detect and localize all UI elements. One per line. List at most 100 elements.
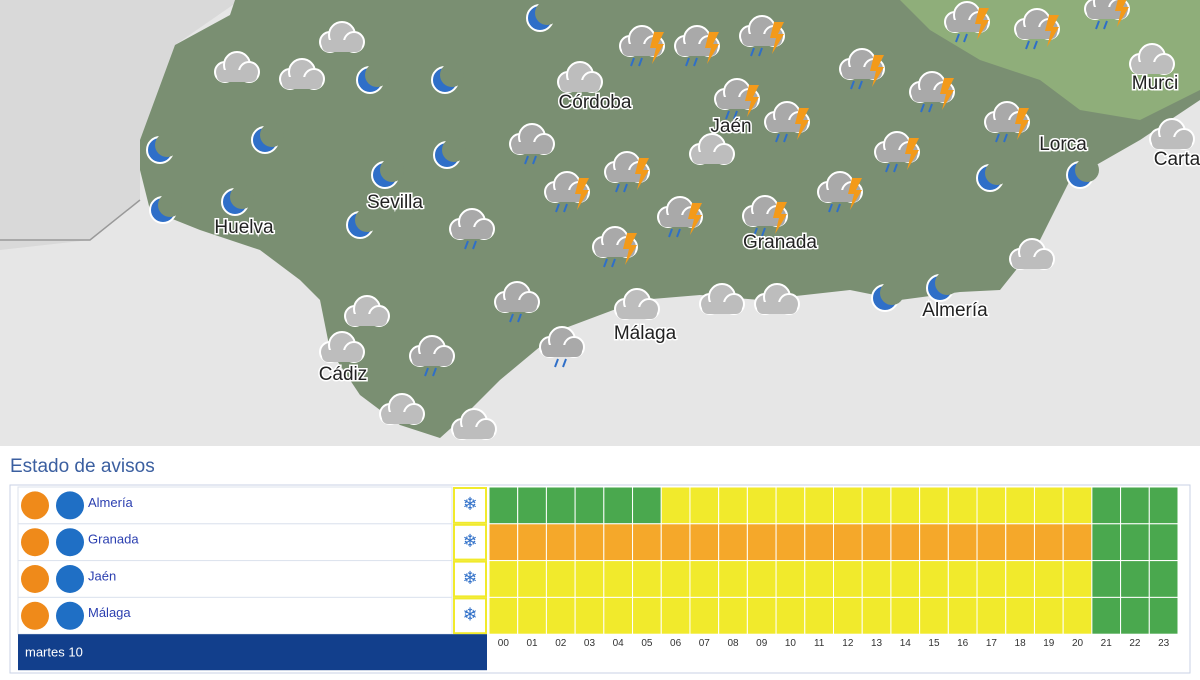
warning-cell xyxy=(1091,596,1122,635)
rain xyxy=(668,228,673,238)
rain xyxy=(836,203,841,213)
weather-icon xyxy=(592,226,638,268)
hour-label: 13 xyxy=(871,638,883,649)
rain xyxy=(1095,20,1100,30)
weather-icon xyxy=(509,123,555,165)
warning-cell xyxy=(632,523,662,562)
warning-cell xyxy=(689,523,720,562)
cloud-base xyxy=(757,302,797,314)
cloud-base xyxy=(454,427,494,439)
rain xyxy=(928,103,933,113)
panel-title: Estado de avisos xyxy=(10,456,155,477)
rain xyxy=(623,183,628,193)
cloud-base xyxy=(282,77,322,89)
warning-cell xyxy=(947,486,978,525)
rss-blue[interactable] xyxy=(56,565,84,593)
province-name[interactable]: Almería xyxy=(88,495,134,510)
weather-icon xyxy=(319,331,365,363)
province-name[interactable]: Granada xyxy=(88,532,139,547)
warning-cell xyxy=(1148,486,1179,525)
rss-blue[interactable] xyxy=(56,528,84,557)
cloud-base xyxy=(1132,62,1172,74)
hour-label: 07 xyxy=(699,638,711,649)
city-label: Jaén xyxy=(710,116,751,137)
warning-cell xyxy=(804,560,835,598)
rain xyxy=(758,47,763,57)
province-name[interactable]: Málaga xyxy=(88,605,131,620)
bolt xyxy=(623,233,637,265)
weather-icon xyxy=(356,63,389,94)
warning-cell xyxy=(574,523,605,562)
warning-cell xyxy=(574,596,605,635)
warning-cell xyxy=(947,596,978,635)
hour-label: 11 xyxy=(814,638,825,649)
weather-icon xyxy=(944,1,990,43)
bolt xyxy=(770,22,784,54)
warning-cell xyxy=(1033,486,1064,525)
weather-icon xyxy=(149,193,182,224)
moon-cut xyxy=(380,158,404,182)
bolt xyxy=(705,32,719,64)
warning-cell xyxy=(517,486,547,525)
warning-cell xyxy=(833,560,863,598)
rain xyxy=(685,57,690,67)
rss-orange[interactable] xyxy=(21,491,49,520)
bolt xyxy=(773,202,787,234)
rss-blue[interactable] xyxy=(56,491,84,520)
weather-icon xyxy=(689,133,735,165)
weather-icon xyxy=(1014,8,1060,50)
rss-orange[interactable] xyxy=(21,601,49,630)
row-bg xyxy=(17,560,453,598)
weather-icon xyxy=(984,101,1030,143)
warning-cell xyxy=(976,486,1007,525)
warning-cell xyxy=(890,523,921,562)
hour-label: 19 xyxy=(1043,638,1055,649)
warning-cell xyxy=(1005,596,1035,635)
cloud-base xyxy=(1012,257,1052,269)
city-label: Carta xyxy=(1154,149,1200,170)
warning-cell xyxy=(517,523,547,562)
weather-icon xyxy=(451,408,497,440)
weather-icon xyxy=(539,326,585,368)
weather-icon xyxy=(657,196,703,238)
weather-icon xyxy=(346,208,379,239)
rss-blue[interactable] xyxy=(56,601,84,630)
warning-cell xyxy=(746,560,777,598)
weather-icon xyxy=(764,101,810,143)
cloud-base xyxy=(382,412,422,424)
moon-cut xyxy=(158,193,182,217)
weather-icon xyxy=(544,171,590,213)
rss-orange[interactable] xyxy=(21,528,49,557)
warning-cell xyxy=(660,560,691,598)
rain xyxy=(885,163,890,173)
warning-cell xyxy=(804,596,835,635)
snow-icon: ❄ xyxy=(462,531,477,551)
rain xyxy=(472,240,477,250)
cloud-base xyxy=(1152,137,1192,149)
warning-cell xyxy=(1091,523,1122,562)
province-name[interactable]: Jaén xyxy=(88,568,116,583)
rain xyxy=(693,57,698,67)
rain xyxy=(753,227,758,237)
rss-orange[interactable] xyxy=(21,565,49,593)
rain xyxy=(555,203,560,213)
rain xyxy=(676,228,681,238)
warning-cell xyxy=(603,486,634,525)
hour-label: 15 xyxy=(928,638,940,649)
bolt xyxy=(745,85,759,117)
cloud-base xyxy=(542,345,582,357)
rain xyxy=(963,33,968,43)
weather-icons xyxy=(146,0,1195,440)
warning-cell xyxy=(689,596,720,635)
bolt xyxy=(688,203,702,235)
weather-icon xyxy=(494,281,540,323)
weather-icon xyxy=(379,393,425,425)
snow-cell xyxy=(453,597,487,635)
warning-cell xyxy=(632,486,662,525)
warning-cell xyxy=(976,560,1007,598)
warning-cell xyxy=(660,596,691,635)
rain xyxy=(725,110,730,120)
warning-cell xyxy=(488,596,519,635)
warning-cell xyxy=(660,486,691,525)
warning-cell xyxy=(574,486,605,525)
